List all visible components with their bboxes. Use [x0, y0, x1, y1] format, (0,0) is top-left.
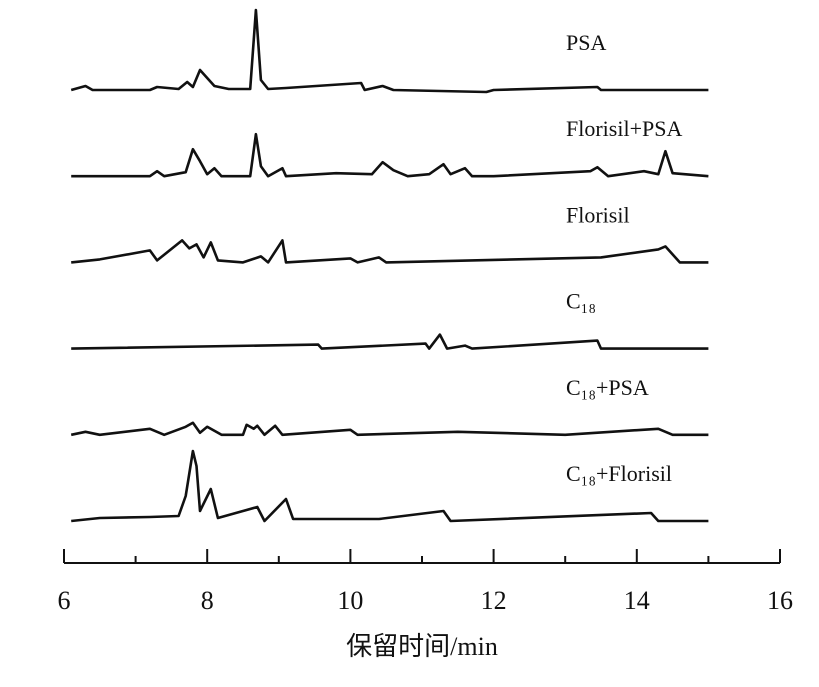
x-tick-label: 16: [767, 586, 793, 615]
trace-label: C₁₈+Florisil: [566, 461, 672, 486]
trace: [70, 421, 709, 437]
trace: [71, 239, 709, 264]
x-tick-label: 8: [201, 586, 214, 615]
trace: [71, 449, 709, 523]
x-axis-label: 保留时间/min: [346, 632, 498, 661]
x-tick-label: 14: [624, 586, 650, 615]
x-tick-label: 12: [481, 586, 507, 615]
x-tick-label: 10: [337, 586, 363, 615]
trace: [71, 333, 709, 350]
trace-label: Florisil: [566, 202, 630, 227]
trace-label: C₁₈+PSA: [566, 375, 649, 400]
x-tick-label: 6: [58, 586, 71, 615]
trace: [71, 132, 709, 178]
trace: [70, 8, 709, 94]
trace-label: PSA: [566, 30, 606, 55]
trace-label: C₁₈: [566, 289, 596, 314]
trace-label: Florisil+PSA: [566, 116, 682, 141]
